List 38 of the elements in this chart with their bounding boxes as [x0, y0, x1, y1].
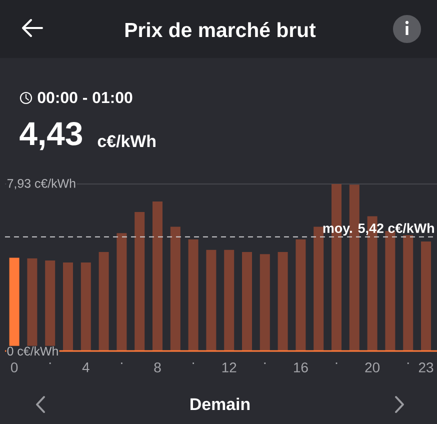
bar: [296, 239, 306, 351]
x-tick-label: 0: [10, 362, 18, 372]
ref-line-label: moy. 5,42 c€/kWh: [323, 223, 434, 236]
bar: [170, 226, 180, 351]
bar: [314, 226, 324, 351]
x-tick-label: ·: [192, 362, 194, 364]
bar: [224, 250, 234, 351]
bar: [188, 239, 198, 351]
bar: [260, 254, 270, 351]
x-tick-label: ·: [49, 362, 51, 364]
bar: [403, 235, 414, 351]
bar: [80, 262, 91, 351]
x-tick-label: 16: [294, 362, 308, 372]
bar: [134, 212, 145, 351]
bar: [63, 262, 74, 351]
x-tick-label: ·: [336, 362, 338, 364]
x-tick-label: ·: [407, 362, 409, 364]
x-tick-label: ·: [121, 362, 122, 364]
bar: [116, 233, 127, 351]
bar: [152, 201, 163, 351]
bar: [206, 250, 216, 351]
bar: [421, 241, 432, 351]
x-tick-label: 12: [222, 362, 236, 372]
x-tick-label: ·: [264, 362, 266, 364]
x-tick-label: 20: [365, 362, 380, 372]
bar: [278, 252, 288, 351]
x-tick-label: 4: [82, 362, 90, 372]
x-tick-label: 8: [154, 362, 161, 372]
text: c€/kWh: [98, 134, 156, 148]
text: 4,43: [20, 122, 82, 150]
text: 00:00 - 01:00: [38, 92, 132, 104]
chart-title: Prix de marché brut: [125, 22, 316, 38]
y-tick-label: 0 c€/kWh: [7, 346, 58, 356]
text: Demain: [190, 398, 250, 410]
y-tick-label: 7,93 c€/kWh: [7, 178, 76, 190]
bar: [98, 252, 109, 351]
x-tick-label: 23: [418, 362, 434, 372]
bar: [242, 252, 252, 351]
